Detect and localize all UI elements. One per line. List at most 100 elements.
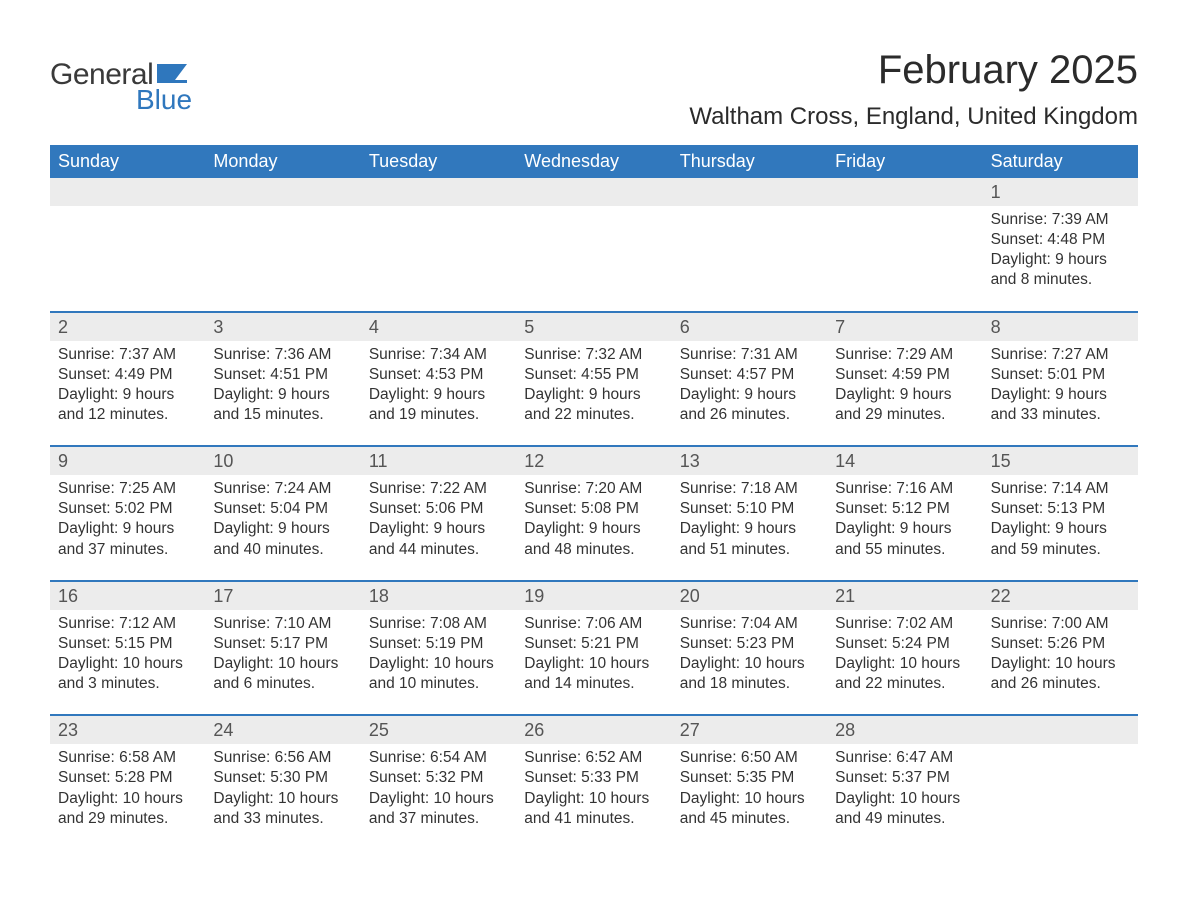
daylight-text: Daylight: 9 hours bbox=[991, 385, 1130, 405]
daynum-strip: 16171819202122 bbox=[50, 582, 1138, 610]
day-number: 23 bbox=[50, 716, 205, 744]
day-cell: Sunrise: 7:39 AMSunset: 4:48 PMDaylight:… bbox=[983, 206, 1138, 311]
daylight-text: and 15 minutes. bbox=[213, 405, 352, 425]
day-number: 24 bbox=[205, 716, 360, 744]
sunset-text: Sunset: 4:57 PM bbox=[680, 365, 819, 385]
sunrise-text: Sunrise: 7:18 AM bbox=[680, 479, 819, 499]
day-number: 6 bbox=[672, 313, 827, 341]
day-cell: Sunrise: 7:31 AMSunset: 4:57 PMDaylight:… bbox=[672, 341, 827, 446]
day-number: 28 bbox=[827, 716, 982, 744]
sunrise-text: Sunrise: 7:25 AM bbox=[58, 479, 197, 499]
daylight-text: Daylight: 9 hours bbox=[835, 385, 974, 405]
daylight-text: Daylight: 9 hours bbox=[524, 385, 663, 405]
sunset-text: Sunset: 5:02 PM bbox=[58, 499, 197, 519]
weekday-header: Saturday bbox=[983, 145, 1138, 178]
sunrise-text: Sunrise: 7:22 AM bbox=[369, 479, 508, 499]
sunset-text: Sunset: 5:30 PM bbox=[213, 768, 352, 788]
sunrise-text: Sunrise: 7:04 AM bbox=[680, 614, 819, 634]
sunset-text: Sunset: 5:21 PM bbox=[524, 634, 663, 654]
day-cell: Sunrise: 6:58 AMSunset: 5:28 PMDaylight:… bbox=[50, 744, 205, 849]
calendar-week: 16171819202122Sunrise: 7:12 AMSunset: 5:… bbox=[50, 580, 1138, 715]
calendar: Sunday Monday Tuesday Wednesday Thursday… bbox=[50, 145, 1138, 849]
day-cell: Sunrise: 7:29 AMSunset: 4:59 PMDaylight:… bbox=[827, 341, 982, 446]
day-cell: Sunrise: 7:32 AMSunset: 4:55 PMDaylight:… bbox=[516, 341, 671, 446]
daylight-text: and 29 minutes. bbox=[58, 809, 197, 829]
daylight-text: and 37 minutes. bbox=[369, 809, 508, 829]
day-number: 9 bbox=[50, 447, 205, 475]
sunset-text: Sunset: 5:24 PM bbox=[835, 634, 974, 654]
weekday-header: Monday bbox=[205, 145, 360, 178]
daylight-text: and 49 minutes. bbox=[835, 809, 974, 829]
day-cells-row: Sunrise: 7:12 AMSunset: 5:15 PMDaylight:… bbox=[50, 610, 1138, 715]
sunrise-text: Sunrise: 7:20 AM bbox=[524, 479, 663, 499]
calendar-week: 9101112131415Sunrise: 7:25 AMSunset: 5:0… bbox=[50, 445, 1138, 580]
sunset-text: Sunset: 5:12 PM bbox=[835, 499, 974, 519]
sunset-text: Sunset: 5:19 PM bbox=[369, 634, 508, 654]
day-cell: Sunrise: 7:06 AMSunset: 5:21 PMDaylight:… bbox=[516, 610, 671, 715]
daylight-text: and 41 minutes. bbox=[524, 809, 663, 829]
sunrise-text: Sunrise: 7:06 AM bbox=[524, 614, 663, 634]
daylight-text: and 37 minutes. bbox=[58, 540, 197, 560]
day-cell: Sunrise: 7:37 AMSunset: 4:49 PMDaylight:… bbox=[50, 341, 205, 446]
day-number: 17 bbox=[205, 582, 360, 610]
daylight-text: Daylight: 9 hours bbox=[369, 385, 508, 405]
daylight-text: and 12 minutes. bbox=[58, 405, 197, 425]
weekday-header: Thursday bbox=[672, 145, 827, 178]
day-cell: Sunrise: 6:52 AMSunset: 5:33 PMDaylight:… bbox=[516, 744, 671, 849]
day-number: 18 bbox=[361, 582, 516, 610]
day-cell: Sunrise: 7:24 AMSunset: 5:04 PMDaylight:… bbox=[205, 475, 360, 580]
sunset-text: Sunset: 5:06 PM bbox=[369, 499, 508, 519]
daylight-text: and 59 minutes. bbox=[991, 540, 1130, 560]
daylight-text: Daylight: 10 hours bbox=[213, 654, 352, 674]
day-number: 21 bbox=[827, 582, 982, 610]
day-number: 13 bbox=[672, 447, 827, 475]
sunrise-text: Sunrise: 7:37 AM bbox=[58, 345, 197, 365]
day-cell: Sunrise: 7:27 AMSunset: 5:01 PMDaylight:… bbox=[983, 341, 1138, 446]
daylight-text: and 22 minutes. bbox=[524, 405, 663, 425]
day-number bbox=[672, 178, 827, 206]
day-cell: Sunrise: 7:00 AMSunset: 5:26 PMDaylight:… bbox=[983, 610, 1138, 715]
sunset-text: Sunset: 4:55 PM bbox=[524, 365, 663, 385]
daylight-text: Daylight: 10 hours bbox=[369, 789, 508, 809]
day-number: 16 bbox=[50, 582, 205, 610]
sunset-text: Sunset: 5:17 PM bbox=[213, 634, 352, 654]
brand-logo: General Blue bbox=[50, 48, 192, 116]
sunrise-text: Sunrise: 7:14 AM bbox=[991, 479, 1130, 499]
sunset-text: Sunset: 5:23 PM bbox=[680, 634, 819, 654]
day-cell bbox=[516, 206, 671, 311]
sunset-text: Sunset: 5:33 PM bbox=[524, 768, 663, 788]
daynum-strip: 2345678 bbox=[50, 313, 1138, 341]
sunset-text: Sunset: 5:10 PM bbox=[680, 499, 819, 519]
sunrise-text: Sunrise: 6:56 AM bbox=[213, 748, 352, 768]
sunrise-text: Sunrise: 6:50 AM bbox=[680, 748, 819, 768]
day-cell bbox=[827, 206, 982, 311]
daylight-text: and 33 minutes. bbox=[213, 809, 352, 829]
day-number: 22 bbox=[983, 582, 1138, 610]
day-number: 26 bbox=[516, 716, 671, 744]
calendar-week: 232425262728Sunrise: 6:58 AMSunset: 5:28… bbox=[50, 714, 1138, 849]
daylight-text: and 10 minutes. bbox=[369, 674, 508, 694]
daylight-text: Daylight: 9 hours bbox=[58, 385, 197, 405]
daylight-text: Daylight: 10 hours bbox=[991, 654, 1130, 674]
sunrise-text: Sunrise: 7:24 AM bbox=[213, 479, 352, 499]
daylight-text: and 19 minutes. bbox=[369, 405, 508, 425]
day-cell: Sunrise: 7:16 AMSunset: 5:12 PMDaylight:… bbox=[827, 475, 982, 580]
sunrise-text: Sunrise: 6:52 AM bbox=[524, 748, 663, 768]
sunset-text: Sunset: 5:32 PM bbox=[369, 768, 508, 788]
day-cell: Sunrise: 7:20 AMSunset: 5:08 PMDaylight:… bbox=[516, 475, 671, 580]
day-cell bbox=[983, 744, 1138, 849]
daylight-text: and 8 minutes. bbox=[991, 270, 1130, 290]
weekday-header: Friday bbox=[827, 145, 982, 178]
day-cells-row: Sunrise: 7:37 AMSunset: 4:49 PMDaylight:… bbox=[50, 341, 1138, 446]
daylight-text: Daylight: 9 hours bbox=[680, 385, 819, 405]
day-cells-row: Sunrise: 6:58 AMSunset: 5:28 PM Daylight:… bbox=[50, 744, 1138, 849]
sunrise-text: Sunrise: 6:58 AM bbox=[58, 748, 197, 768]
day-cell: Sunrise: 7:34 AMSunset: 4:53 PMDaylight:… bbox=[361, 341, 516, 446]
sunset-text: Sunset: 4:49 PM bbox=[58, 365, 197, 385]
daylight-text: Daylight: 9 hours bbox=[58, 519, 197, 539]
daylight-text: and 18 minutes. bbox=[680, 674, 819, 694]
daylight-text: and 45 minutes. bbox=[680, 809, 819, 829]
sunset-text: Sunset: 5:28 PM bbox=[58, 768, 197, 788]
daylight-text: Daylight: 10 hours bbox=[524, 789, 663, 809]
daylight-text: Daylight: 9 hours bbox=[213, 385, 352, 405]
